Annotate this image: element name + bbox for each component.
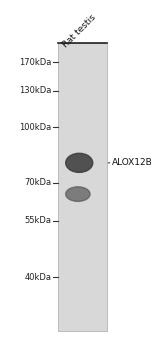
Text: 40kDa: 40kDa [24, 273, 51, 282]
Bar [58, 43, 107, 331]
Text: Rat testis: Rat testis [61, 13, 98, 49]
Text: 170kDa: 170kDa [19, 58, 51, 66]
Text: 55kDa: 55kDa [24, 216, 51, 225]
Ellipse shape [66, 153, 93, 173]
Text: ALOX12B: ALOX12B [108, 158, 153, 167]
Text: 130kDa: 130kDa [19, 86, 51, 96]
Text: 70kDa: 70kDa [24, 178, 51, 187]
Ellipse shape [66, 187, 90, 201]
Text: 100kDa: 100kDa [19, 122, 51, 132]
